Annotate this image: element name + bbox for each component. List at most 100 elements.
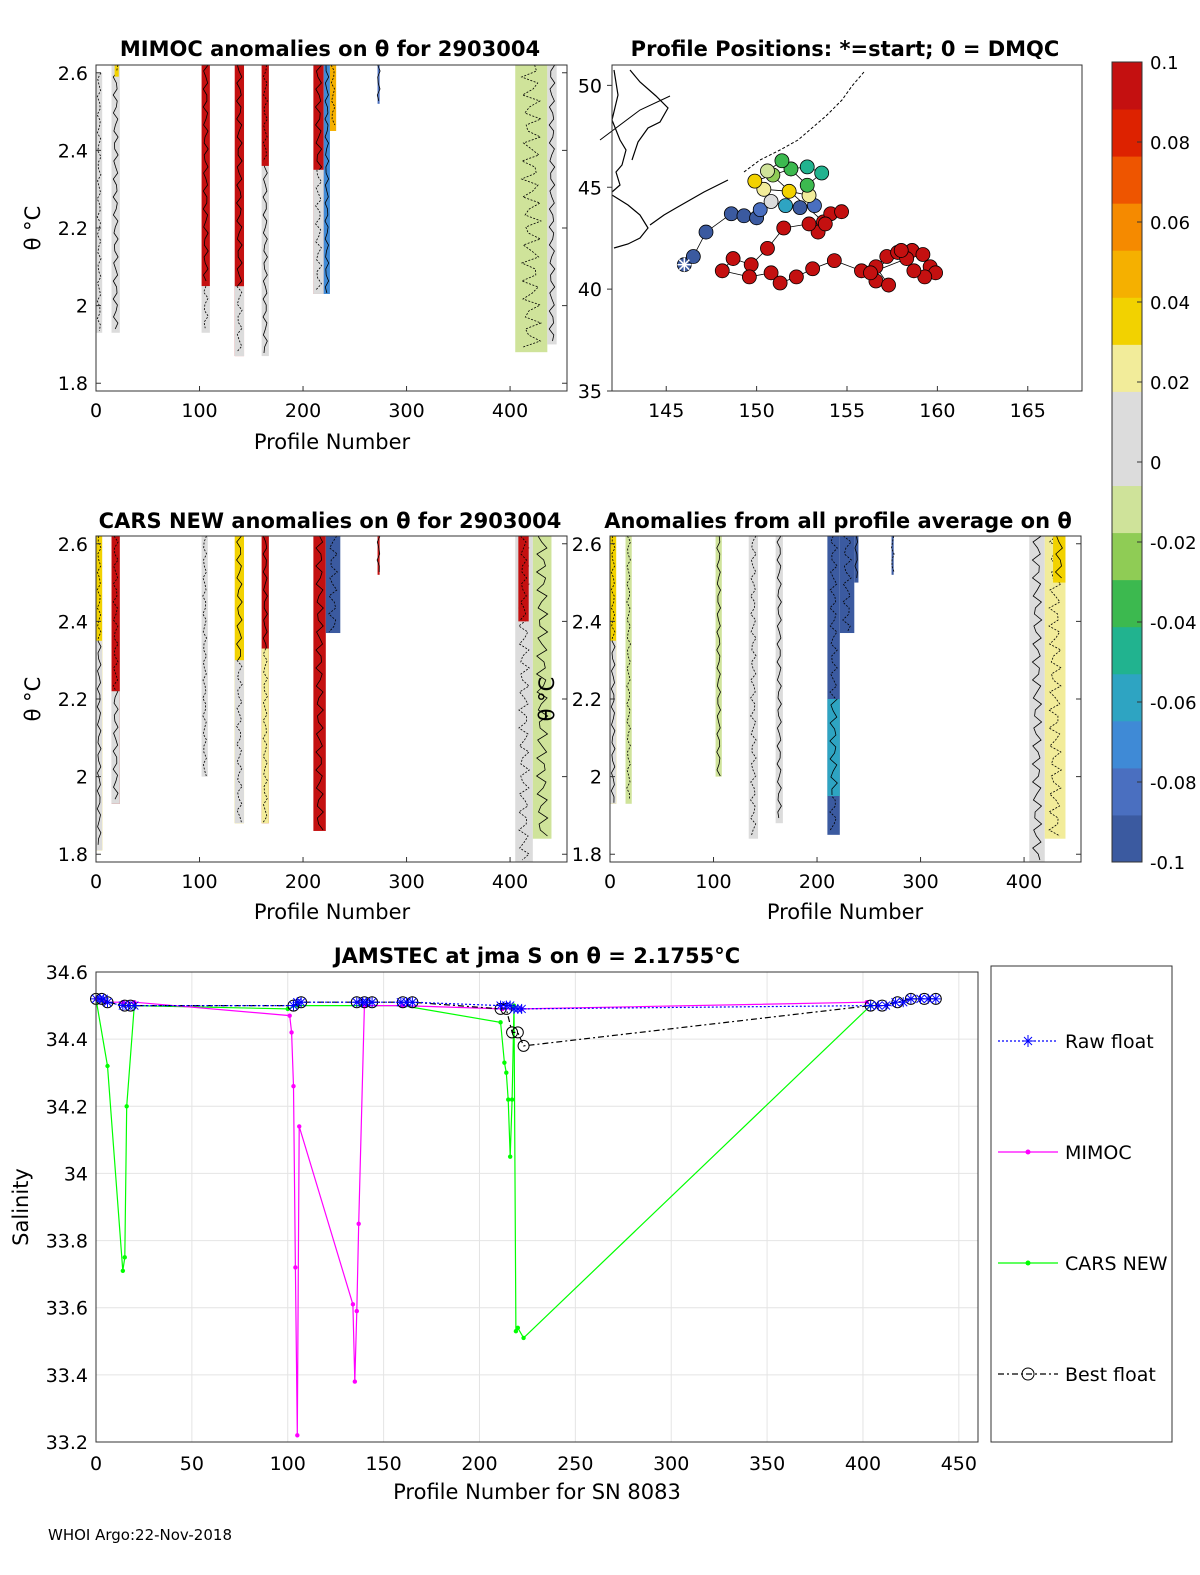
colorbar-tick-label: -0.08 [1150,773,1197,794]
map-title: Profile Positions: *=start; 0 = DMQC [631,37,1060,61]
colorbar-segment [1112,673,1142,722]
series-point [291,1083,296,1089]
mimoc-ylabel: θ °C [21,206,45,251]
series-point [506,1097,511,1102]
series-point [105,1063,110,1069]
mimoc-xtick-label: 0 [90,400,102,422]
map-profile-point [863,265,878,281]
allavg-xtick-label: 200 [799,871,835,893]
cars-ylabel: θ °C [21,677,45,722]
allavg-contour [1031,535,1043,861]
colorbar-segment [1112,344,1142,392]
series-point [511,1026,524,1039]
mimoc-contour [324,64,330,294]
jamstec-ylabel: Salinity [9,1168,33,1246]
cars-contour [315,535,324,831]
colorbar-tick-label: 0 [1150,453,1161,474]
colorbar-segment [1112,156,1142,204]
mimoc-contour [96,72,102,331]
allavg-xtick-label: 0 [604,871,616,893]
allavg-cell [839,536,855,634]
panel-cars: CARS NEW anomalies on θ for 2903004 0 100… [21,509,568,924]
mimoc-cell [313,169,324,294]
allavg-cell [854,536,859,583]
map-profile-point [723,206,739,222]
jamstec-xtick-label: 200 [461,1453,497,1475]
series-point [102,997,113,1008]
cars-xtick-label: 100 [181,871,217,893]
allavg-contour [626,535,631,801]
colorbar-tick-label: -0.04 [1150,613,1197,634]
mimoc-contour [548,64,556,342]
mimoc-xtick-label: 200 [285,400,321,422]
mimoc-ytick-label: 2.2 [58,218,88,240]
series-point [124,1104,129,1109]
allavg-contour [891,535,895,573]
map-profile-point [788,269,804,285]
mimoc-cell [234,286,245,357]
map-profile-point [817,216,833,232]
allavg-ytick-label: 2 [590,767,602,789]
cars-ytick-label: 2.6 [58,534,88,556]
map-profile-point [763,265,779,281]
panel-mimoc: MIMOC anomalies on θ for 2903004 0 100 200… [21,37,568,454]
cars-contour [376,535,381,573]
cars-contour [236,659,243,823]
asterisk-stroke [891,997,900,1007]
jamstec-xlabel: Profile Number for SN 8083 [393,1480,681,1504]
map-profile-point [826,253,842,269]
colorbar-segment [1112,532,1142,581]
allavg-cell [891,536,894,575]
jamstec-title: JAMSTEC at jma S on θ = 2.1755°C [332,944,740,968]
colorbar-segment [1112,814,1142,863]
colorbar-segment [1112,62,1142,110]
series-point [122,1255,127,1260]
map-profile-point [760,240,775,256]
asterisk-stroke [1023,1036,1033,1046]
allavg-contour [1048,535,1063,837]
cars-ytick-label: 2 [76,767,88,789]
cars-xtick-label: 0 [90,871,102,893]
allavg-xtick-label: 400 [1006,871,1042,893]
jamstec-xtick-label: 350 [749,1453,785,1475]
map-profile-point [834,204,849,220]
map-ytick-label: 50 [578,75,602,97]
series-point [517,1039,530,1052]
allavg-title: Anomalies from all profile average on θ [604,509,1072,533]
mimoc-cell [114,65,119,77]
map-start-stroke [678,259,690,271]
map-profile-point [906,263,922,279]
series-point [930,993,941,1004]
map-profile-point [814,165,830,181]
mimoc-xtick-label: 400 [492,400,528,422]
allavg-xtick-label: 100 [695,871,731,893]
jamstec-ytick-label: 33.4 [46,1365,88,1387]
allavg-contour [610,640,616,803]
map-profile-point [743,257,759,273]
asterisk-stroke [866,1001,875,1010]
series-point [516,1003,527,1014]
colorbar-box [1111,61,1143,863]
mimoc-cell [201,65,210,287]
allavg-contour [842,535,853,633]
asterisk-stroke [517,1004,527,1014]
cars-cell [261,648,269,824]
mimoc-contour [376,64,381,102]
map-profile-point [772,275,788,291]
series-point [507,1154,513,1159]
series-point [129,1000,140,1011]
cars-contour [328,535,338,633]
mimoc-contour [330,64,336,126]
map-profile-point [792,200,808,216]
asterisk-stroke [906,994,916,1004]
series-point [506,1026,519,1039]
colorbar-tick-label: -0.06 [1150,693,1197,714]
mimoc-title: MIMOC anomalies on θ for 2903004 [120,37,540,61]
mimoc-contour [116,64,119,72]
allavg-cell [748,536,759,839]
colorbar-tick-label: 0.04 [1150,293,1190,314]
series-point [509,1097,515,1102]
asterisk-stroke [367,997,377,1007]
series-line-cars-new [95,998,872,1339]
series-point [407,997,418,1008]
